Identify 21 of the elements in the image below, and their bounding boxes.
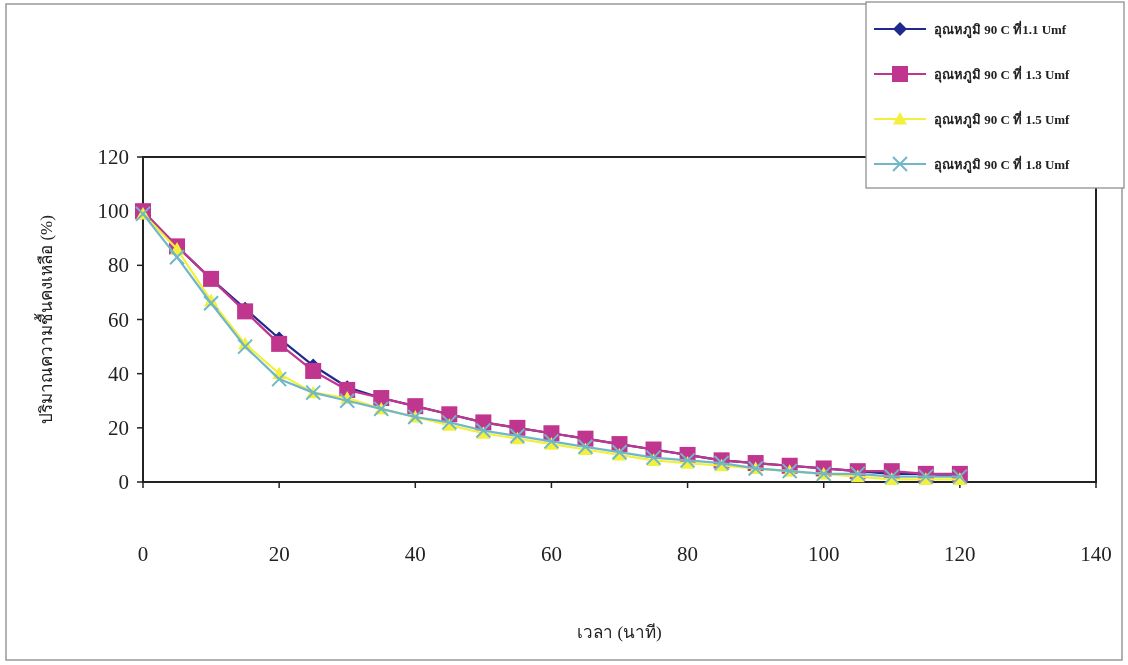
y-tick-label: 40: [108, 361, 129, 386]
y-axis-title: ปริมาณความชื้นคงเหลือ (%): [34, 215, 56, 424]
x-axis-title: เวลา (นาที): [577, 623, 662, 642]
x-tick-label: 40: [404, 542, 426, 566]
x-tick-label: 140: [1080, 542, 1112, 566]
y-tick-label: 80: [108, 253, 129, 278]
x-tick-label: 120: [944, 542, 976, 566]
legend-label: อุณหภูมิ 90 C ที่ 1.3 Umf: [934, 65, 1071, 83]
legend-label: อุณหภูมิ 90 C ที่1.1 Umf: [934, 20, 1067, 38]
x-tick-label: 20: [268, 542, 290, 566]
y-tick-label: 100: [97, 199, 129, 224]
x-tick-label: 80: [677, 542, 699, 566]
y-tick-label: 0: [118, 470, 129, 494]
x-tick-label: 100: [807, 542, 840, 566]
x-tick-label: 0: [137, 542, 149, 566]
y-tick-label: 60: [108, 307, 129, 332]
legend-label: อุณหภูมิ 90 C ที่ 1.5 Umf: [934, 110, 1071, 128]
x-tick-label: 60: [540, 542, 562, 566]
y-tick-label: 20: [108, 415, 129, 440]
legend-label: อุณหภูมิ 90 C ที่ 1.8 Umf: [934, 155, 1071, 173]
y-tick-label: 120: [97, 145, 129, 169]
